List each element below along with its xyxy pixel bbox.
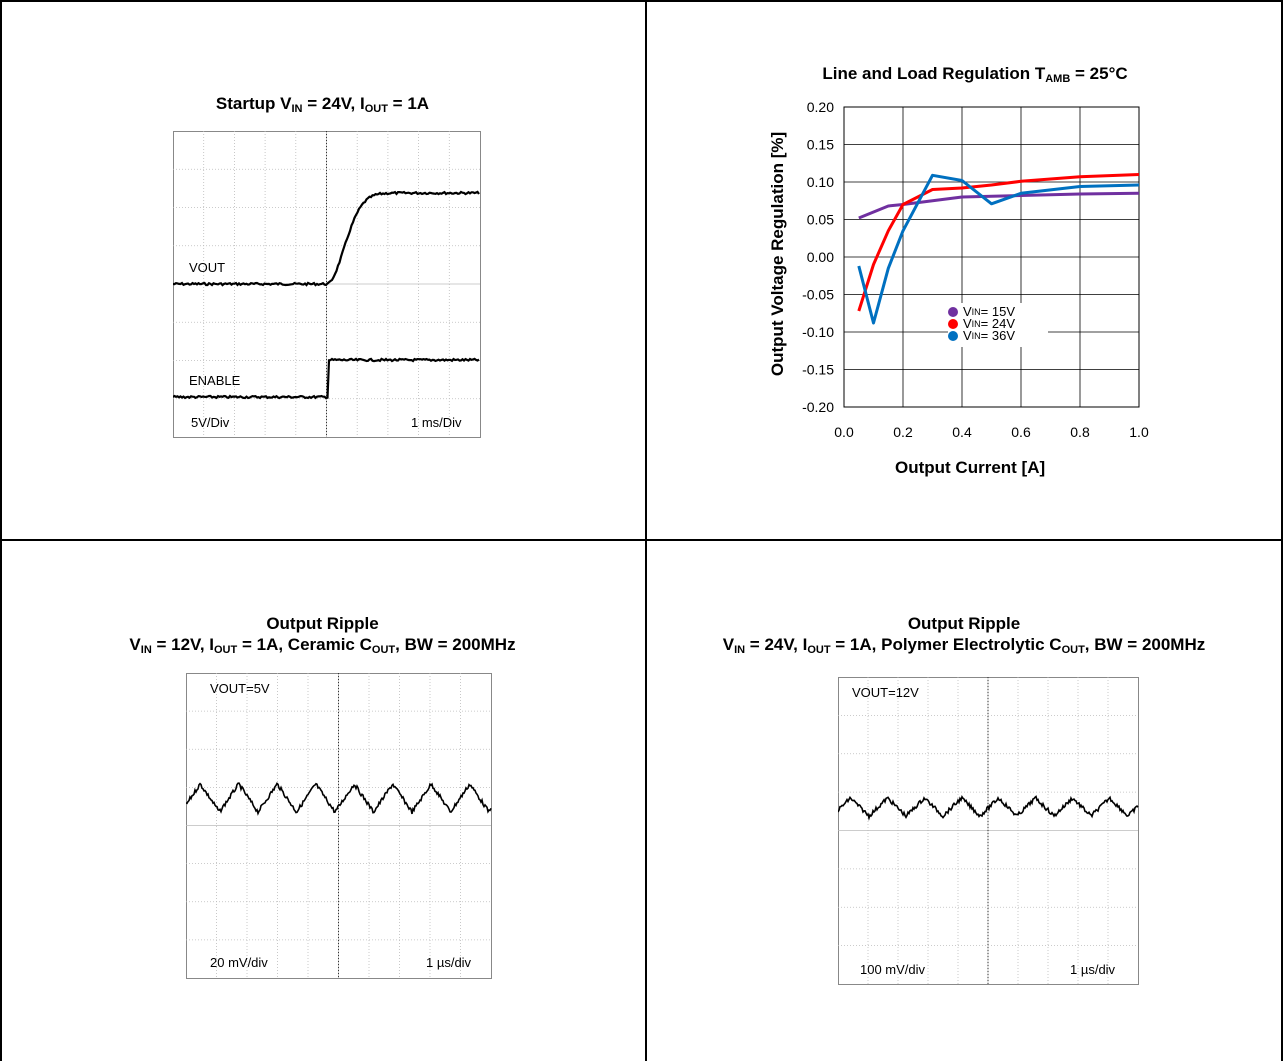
frame-divider-vertical	[645, 0, 647, 1061]
frame-left	[0, 0, 2, 1061]
y-tick-label: -0.15	[802, 362, 834, 378]
x-tick-label: 0.2	[893, 424, 913, 440]
vout-trace	[173, 190, 480, 287]
legend-item-36v: V IN = 36V	[948, 329, 1015, 342]
legend-swatch	[948, 319, 958, 329]
y-tick-label: 0.15	[807, 137, 834, 153]
x-tick-label: 0.4	[952, 424, 972, 440]
regulation-title: Line and Load Regulation TAMB = 25°C	[822, 64, 1128, 85]
x-tick-label: 0.8	[1070, 424, 1090, 440]
y-tick-label: -0.05	[802, 287, 834, 303]
enable-label: ENABLE	[189, 373, 241, 388]
legend-swatch	[948, 331, 958, 341]
y-tick-label: 0.05	[807, 212, 834, 228]
series-line-1	[857, 173, 1140, 312]
y-tick-label: -0.20	[802, 399, 834, 415]
volts-per-div-label: 20 mV/div	[210, 955, 268, 970]
time-per-div-label: 1 ms/Div	[411, 415, 462, 430]
legend-swatch	[948, 307, 958, 317]
y-tick-label: 0.10	[807, 174, 834, 190]
regulation-y-axis-title: Output Voltage Regulation [%]	[768, 131, 787, 377]
ripple-trace	[838, 794, 1139, 821]
enable-trace	[173, 357, 480, 400]
ripple-12v-scope: VOUT=5V 20 mV/div 1 µs/div	[186, 673, 492, 979]
time-per-div-label: 1 µs/div	[1070, 962, 1116, 977]
x-tick-label: 1.0	[1129, 424, 1149, 440]
startup-title: Startup VIN = 24V, IOUT = 1A	[215, 94, 430, 115]
ripple-12v-scope-grid	[186, 673, 492, 979]
frame-right	[1281, 0, 1283, 1061]
x-tick-label: 0.0	[834, 424, 854, 440]
legend-item-15v: V IN = 15V	[948, 305, 1015, 318]
startup-scope: VOUT ENABLE 5V/Div 1 ms/Div	[173, 131, 481, 438]
series-line-0	[858, 191, 1140, 220]
vout-label: VOUT=5V	[210, 681, 270, 696]
time-per-div-label: 1 µs/div	[426, 955, 472, 970]
legend-item-24v: V IN = 24V	[948, 317, 1015, 330]
regulation-legend: V IN = 15V V IN = 24V V IN = 36V	[948, 305, 1015, 342]
legend-background	[948, 303, 1048, 347]
ripple-24v-title: Output Ripple VIN = 24V, IOUT = 1A, Poly…	[722, 614, 1206, 656]
vout-label: VOUT	[189, 260, 226, 275]
ripple-24v-scope: VOUT=12V 100 mV/div 1 µs/div	[838, 677, 1139, 985]
frame-top	[0, 0, 1283, 2]
ripple-trace	[186, 782, 492, 816]
startup-scope-grid	[173, 131, 481, 438]
ripple-24v-scope-grid	[838, 677, 1139, 985]
series-line-2	[857, 173, 1140, 325]
x-tick-label: 0.6	[1011, 424, 1031, 440]
regulation-chart: 0.20 0.15 0.10 0.05 0.00 -0.05 -0.10 -0.15 -0.20…	[802, 99, 1149, 440]
volts-per-div-label: 100 mV/div	[860, 962, 926, 977]
ripple-12v-title: Output Ripple VIN = 12V, IOUT = 1A, Cera…	[129, 614, 516, 656]
regulation-x-axis-title: Output Current [A]	[895, 458, 1046, 477]
frame-divider-horizontal	[0, 539, 1283, 541]
y-tick-label: -0.10	[802, 324, 834, 340]
volts-per-div-label: 5V/Div	[191, 415, 230, 430]
y-tick-label: 0.20	[807, 99, 834, 115]
y-tick-label: 0.00	[807, 249, 834, 265]
vout-label: VOUT=12V	[852, 685, 919, 700]
